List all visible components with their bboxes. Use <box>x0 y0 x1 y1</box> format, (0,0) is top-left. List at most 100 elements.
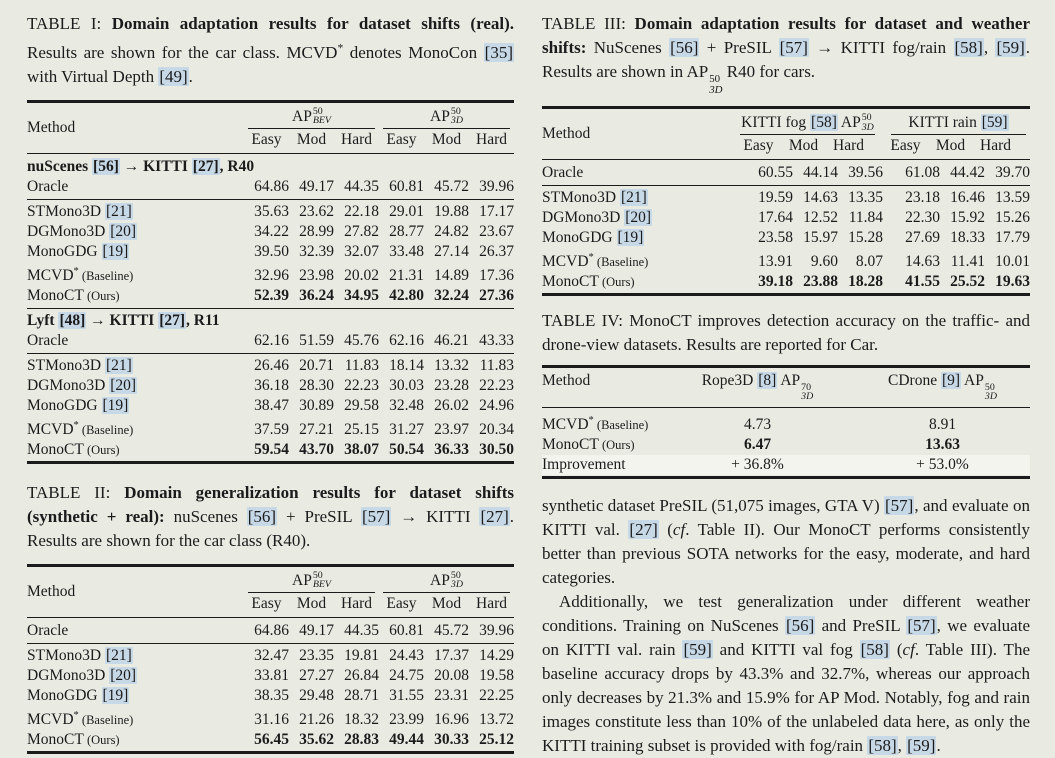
table-cell: 20.08 <box>434 666 469 684</box>
group-label: AP <box>292 571 312 589</box>
table-4: Method Rope3D [8] AP 70 3D CDrone [9] AP 50… <box>542 365 1030 480</box>
citation-link[interactable]: [8] <box>757 372 778 390</box>
column-group-ap-3d: AP 50 3D <box>383 569 510 593</box>
table-section-row: nuScenes [56] → KITTI [27], R40 <box>27 157 514 177</box>
citation-link[interactable]: [35] <box>483 42 514 62</box>
citation-link[interactable]: [20] <box>109 376 138 394</box>
citation-link[interactable]: [20] <box>109 666 138 684</box>
table-row: MonoGDG [19] 39.50 32.39 32.07 33.48 27.14 26.… <box>27 242 514 262</box>
table-cell: 11.84 <box>848 208 883 226</box>
table-cell: 33.81 <box>254 666 289 684</box>
table-2-body: Oracle 64.86 49.17 44.35 60.81 45.72 39.96 STMo… <box>27 620 514 751</box>
group-label: AP <box>430 571 450 589</box>
table-cell: 23.62 <box>299 202 334 220</box>
column-group-row: AP 50 BEV AP 50 3D <box>244 106 514 129</box>
citation-link[interactable]: [59] <box>682 640 713 660</box>
citation-link[interactable]: [21] <box>104 646 133 664</box>
table-cell: 39.18 <box>758 273 793 291</box>
citation-link[interactable]: [59] <box>906 736 937 756</box>
table-cell: 16.96 <box>434 710 469 728</box>
text-segment: AP <box>686 62 709 81</box>
citation-link[interactable]: [58] <box>859 640 890 660</box>
citation-link[interactable]: [19] <box>616 228 645 246</box>
citation-link[interactable]: [57] <box>778 38 809 57</box>
table-cell: 29.58 <box>344 396 379 414</box>
table-cell: 18.32 <box>344 710 379 728</box>
asterisk: * <box>73 709 79 721</box>
table-cell: 11.83 <box>344 356 379 374</box>
citation-link[interactable]: [56] <box>92 157 120 175</box>
table-cell: 19.63 <box>995 273 1030 291</box>
table-cell: 34.22 <box>254 222 289 240</box>
citation-link[interactable]: [57] <box>906 616 937 636</box>
citation-link[interactable]: [49] <box>158 66 189 86</box>
citation-link[interactable]: [20] <box>109 222 138 240</box>
citation-link[interactable]: [27] <box>479 506 510 526</box>
table-cell: 21.31 <box>389 266 424 284</box>
supsub: 50 BEV <box>313 570 331 590</box>
table-top-rule <box>27 99 514 103</box>
citation-link[interactable]: [27] <box>191 157 220 175</box>
table-cell: 14.63 <box>905 253 940 271</box>
citation-link[interactable]: [21] <box>619 188 648 206</box>
row-label: MonoGDG [19] <box>27 242 130 260</box>
supsub: 50 3D <box>709 74 722 96</box>
table-cell: 44.42 <box>950 163 985 181</box>
citation-link[interactable]: [58] <box>953 38 984 57</box>
citation-link[interactable]: [19] <box>101 686 130 704</box>
citation-link[interactable]: [56] <box>246 506 278 526</box>
citation-link[interactable]: [9] <box>940 372 962 390</box>
table-row: DGMono3D [20] 34.22 28.99 27.82 28.77 24.82 23… <box>27 222 514 242</box>
citation-link[interactable]: [27] <box>628 520 659 540</box>
column-header-method: Method <box>542 372 591 390</box>
citation-link[interactable]: [21] <box>104 202 133 220</box>
citation-link[interactable]: [56] <box>669 38 700 57</box>
row-note: (Ours) <box>83 732 120 747</box>
table-row: MCVD* (Baseline) 4.73 8.91 <box>542 411 1030 435</box>
table-cell: 60.81 <box>389 177 424 195</box>
text-segment: Domain generalization results for datase… <box>27 482 515 526</box>
text-segment: TABLE I: <box>27 14 112 33</box>
citation-link[interactable]: [20] <box>624 208 653 226</box>
superscript: 50 <box>450 569 461 581</box>
table-cell: 29.01 <box>389 202 424 220</box>
citation-link[interactable]: [19] <box>101 396 130 414</box>
table-cell: 45.72 <box>434 177 469 195</box>
citation-link[interactable]: [58] <box>867 736 898 756</box>
table-cell: 39.96 <box>479 621 514 639</box>
column-header-mod: Mod <box>296 130 327 148</box>
table-4-body: MCVD* (Baseline) 4.73 8.91 MonoCT (Ours) 6.4… <box>542 410 1030 476</box>
citation-link[interactable]: [57] <box>884 496 915 516</box>
text-segment: cf <box>902 640 915 660</box>
citation-link[interactable]: [59] <box>980 113 1009 131</box>
table-cell: 16.46 <box>950 188 985 206</box>
citation-link[interactable]: [48] <box>58 311 87 329</box>
citation-link[interactable]: [27] <box>158 311 187 329</box>
citation-link[interactable]: [58] <box>810 113 838 131</box>
table-cell: 31.16 <box>254 710 289 728</box>
citation-link[interactable]: [57] <box>360 506 392 526</box>
row-note: (Ours) <box>83 288 120 303</box>
row-label: MonoGDG [19] <box>542 228 645 246</box>
supsub: 50 3D <box>451 106 463 126</box>
table-cell: 11.83 <box>479 356 514 374</box>
row-note: (Ours) <box>598 275 635 290</box>
table-1-body: nuScenes [56] → KITTI [27], R40 Oracle 64.… <box>27 156 514 461</box>
column-group-ap-bev: AP 50 BEV <box>248 570 375 593</box>
citation-link[interactable]: [21] <box>104 356 133 374</box>
superscript: 50 <box>861 112 872 124</box>
column-header-easy: Easy <box>386 594 417 612</box>
column-header-hard: Hard <box>476 594 507 612</box>
citation-link[interactable]: [19] <box>101 242 130 260</box>
table-cell: 30.03 <box>389 376 424 394</box>
table-cell: 41.55 <box>905 273 940 291</box>
table-cell: 17.17 <box>479 202 514 220</box>
column-header-hard: Hard <box>833 136 864 154</box>
citation-link[interactable]: [59] <box>995 38 1026 57</box>
table-cell: 23.99 <box>389 710 424 728</box>
column-group-row: AP 50 BEV AP 50 3D <box>244 569 514 593</box>
row-label: MCVD* (Baseline) <box>27 419 134 438</box>
table-cell: 18.33 <box>950 228 985 246</box>
citation-link[interactable]: [56] <box>784 616 816 636</box>
table-cell: 52.39 <box>254 286 289 304</box>
